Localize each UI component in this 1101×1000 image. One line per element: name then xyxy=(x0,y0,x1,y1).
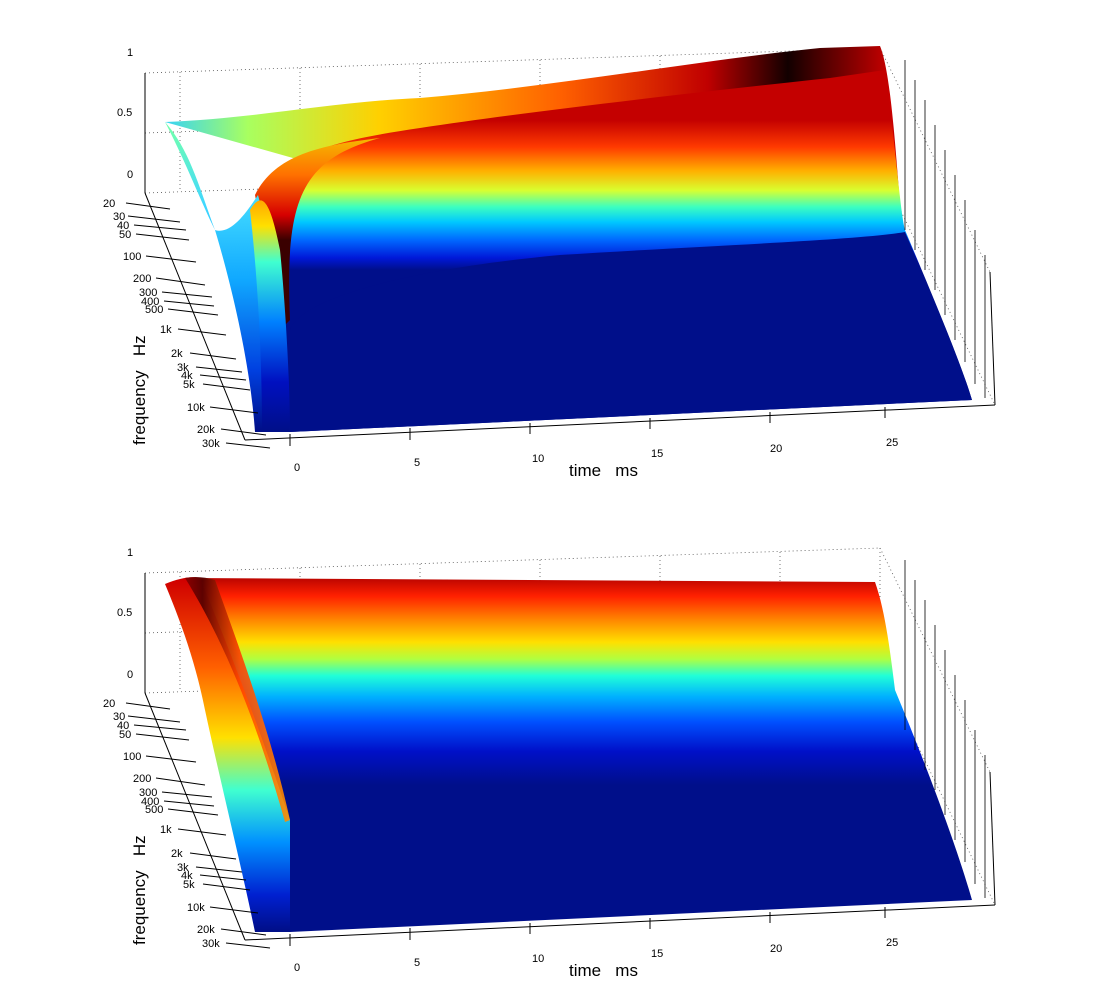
y-tick: 30k xyxy=(202,438,220,450)
y-tick: 1k xyxy=(160,824,172,836)
x-tick-top: 0 xyxy=(294,462,300,474)
y-tick: 10k xyxy=(187,402,205,414)
x-tick-bottom: 10 xyxy=(532,953,544,965)
surface-left-wall-bottom xyxy=(165,577,290,932)
x-axis-label-top: time ms xyxy=(569,461,638,480)
y-tick: 50 xyxy=(119,729,131,741)
y-tick: 20k xyxy=(197,924,215,936)
y-tick: 20k xyxy=(197,424,215,436)
y-tick: 200 xyxy=(133,773,151,785)
right-edge-stripes-bottom xyxy=(904,560,986,898)
x-tick-bottom: 25 xyxy=(886,937,898,949)
surface-plot-top: 1 0.5 0 20 30 40 50 100 200 300 400 500 … xyxy=(103,46,996,480)
surface-plot-bottom: 1 0.5 0 20 30 40 50 100 200 300 400 500 … xyxy=(103,547,996,980)
y-tick: 40 xyxy=(117,720,129,732)
right-edge-stripes-top xyxy=(904,60,986,398)
y-tick: 40 xyxy=(117,220,129,232)
y-tick: 30 xyxy=(113,211,125,223)
x-tick-marks-bottom xyxy=(289,907,886,946)
y-tick: 4k xyxy=(181,870,193,882)
y-tick-marks-bottom xyxy=(125,702,271,949)
y-tick: 400 xyxy=(141,296,159,308)
z-tick-top-05: 0.5 xyxy=(117,107,132,119)
x-tick-top: 25 xyxy=(886,437,898,449)
y-tick: 5k xyxy=(183,379,195,391)
surface-ridge-top xyxy=(255,138,380,330)
y-tick: 100 xyxy=(123,251,141,263)
z-tick-bottom-05: 0.5 xyxy=(117,607,132,619)
y-axis-label-top: frequency Hz xyxy=(130,335,149,445)
surface-front-edge-top xyxy=(250,200,290,432)
z-tick-bottom-0: 0 xyxy=(127,669,133,681)
y-tick: 500 xyxy=(145,304,163,316)
x-tick-bottom: 15 xyxy=(651,948,663,960)
x-tick-bottom: 5 xyxy=(414,957,420,969)
z-tick-top-1: 1 xyxy=(127,47,133,59)
y-tick: 5k xyxy=(183,879,195,891)
y-tick: 3k xyxy=(177,362,189,374)
surface-main-bottom xyxy=(185,578,972,932)
y-axis-label-bottom: frequency Hz xyxy=(130,835,149,945)
x-tick-top: 20 xyxy=(770,443,782,455)
x-axis-label-bottom: time ms xyxy=(569,961,638,980)
y-tick: 2k xyxy=(171,348,183,360)
y-tick: 30 xyxy=(113,711,125,723)
z-tick-bottom-1: 1 xyxy=(127,547,133,559)
surface-peak-band-bottom xyxy=(185,576,290,822)
y-ticks-top: 20 30 40 50 100 200 300 400 500 1k 2k 3k… xyxy=(103,198,220,450)
x-tick-top: 5 xyxy=(414,457,420,469)
y-tick: 2k xyxy=(171,848,183,860)
y-tick: 100 xyxy=(123,751,141,763)
x-tick-top: 10 xyxy=(532,453,544,465)
y-tick: 20 xyxy=(103,198,115,210)
y-tick: 400 xyxy=(141,796,159,808)
y-tick: 300 xyxy=(139,287,157,299)
surface-left-wall-top xyxy=(165,122,290,432)
x-tick-marks-top xyxy=(289,407,886,446)
y-tick: 1k xyxy=(160,324,172,336)
x-tick-top: 15 xyxy=(651,448,663,460)
x-tick-bottom: 20 xyxy=(770,943,782,955)
y-tick: 10k xyxy=(187,902,205,914)
y-tick: 50 xyxy=(119,229,131,241)
z-tick-top-0: 0 xyxy=(127,169,133,181)
y-tick: 4k xyxy=(181,370,193,382)
y-ticks-bottom: 20 30 40 50 100 200 300 400 500 1k 2k 3k… xyxy=(103,698,220,950)
y-tick: 30k xyxy=(202,938,220,950)
x-tick-bottom: 0 xyxy=(294,962,300,974)
y-tick: 200 xyxy=(133,273,151,285)
y-tick: 3k xyxy=(177,862,189,874)
surface-floor-top xyxy=(290,232,972,432)
y-tick: 20 xyxy=(103,698,115,710)
y-tick: 500 xyxy=(145,804,163,816)
y-tick: 300 xyxy=(139,787,157,799)
y-tick-marks-top xyxy=(125,202,271,449)
